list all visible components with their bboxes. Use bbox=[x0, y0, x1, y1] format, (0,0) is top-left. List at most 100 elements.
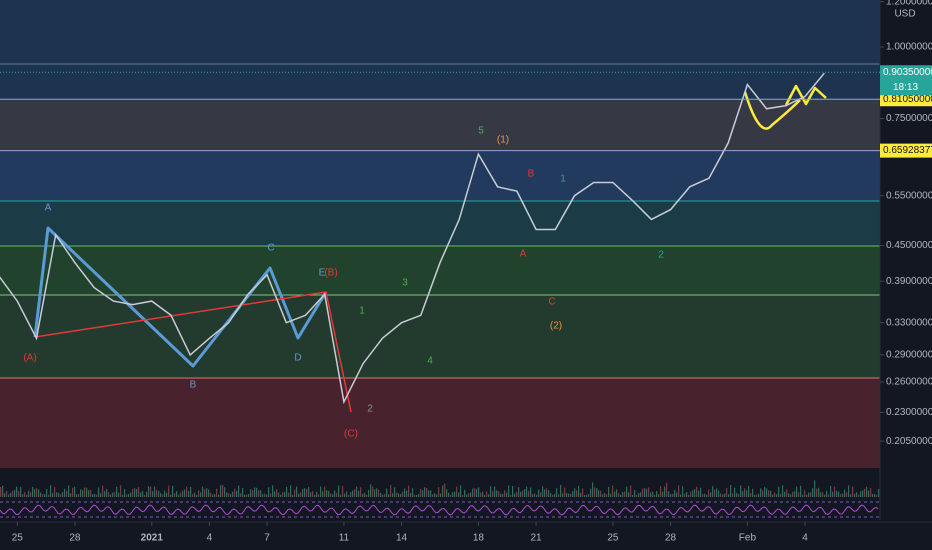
volume-bar bbox=[204, 489, 206, 497]
wave-label: C bbox=[267, 243, 274, 254]
volume-bar bbox=[830, 485, 832, 497]
volume-bar bbox=[0, 487, 2, 497]
volume-bar bbox=[656, 491, 658, 497]
volume-bar bbox=[320, 486, 322, 497]
volume-bar bbox=[324, 486, 326, 497]
volume-bar bbox=[576, 490, 578, 497]
volume-bar bbox=[774, 492, 776, 497]
volume-bar bbox=[94, 493, 96, 497]
volume-bar bbox=[242, 487, 244, 497]
volume-bar bbox=[610, 493, 612, 497]
volume-bar bbox=[746, 490, 748, 497]
volume-bar bbox=[754, 494, 756, 497]
volume-bar bbox=[534, 493, 536, 497]
volume-bar bbox=[802, 494, 804, 497]
volume-bar bbox=[480, 492, 482, 497]
volume-bar bbox=[796, 486, 798, 497]
volume-bar bbox=[240, 493, 242, 497]
volume-bar bbox=[336, 492, 338, 497]
volume-bar bbox=[48, 494, 50, 497]
volume-bar bbox=[792, 491, 794, 497]
volume-bar bbox=[248, 494, 250, 497]
volume-bar bbox=[764, 487, 766, 497]
volume-bar bbox=[812, 488, 814, 497]
volume-bar bbox=[188, 491, 190, 497]
volume-bar bbox=[174, 493, 176, 497]
volume-bar bbox=[804, 490, 806, 497]
volume-bar bbox=[428, 490, 430, 497]
volume-bar bbox=[310, 492, 312, 497]
volume-bar bbox=[30, 492, 32, 497]
volume-bar bbox=[36, 488, 38, 497]
volume-bar bbox=[362, 494, 364, 497]
volume-bar bbox=[306, 488, 308, 497]
volume-bar bbox=[692, 490, 694, 497]
volume-bar bbox=[588, 493, 590, 497]
x-tick-label: 28 bbox=[69, 533, 81, 544]
volume-bar bbox=[738, 493, 740, 497]
volume-bar bbox=[540, 492, 542, 497]
volume-bar bbox=[394, 487, 396, 497]
volume-bar bbox=[720, 493, 722, 497]
volume-bar bbox=[8, 494, 10, 497]
volume-bar bbox=[314, 494, 316, 497]
volume-bar bbox=[604, 492, 606, 497]
volume-bar bbox=[70, 493, 72, 497]
volume-bar bbox=[552, 494, 554, 497]
volume-bar bbox=[660, 486, 662, 497]
volume-bar bbox=[508, 485, 510, 497]
volume-bar bbox=[798, 492, 800, 497]
volume-bar bbox=[416, 494, 418, 497]
volume-bar bbox=[340, 494, 342, 497]
volume-bar bbox=[718, 490, 720, 497]
volume-bar bbox=[166, 492, 168, 497]
volume-bar bbox=[228, 493, 230, 497]
volume-bar bbox=[260, 490, 262, 497]
volume-bar bbox=[550, 493, 552, 497]
volume-bar bbox=[624, 491, 626, 497]
volume-bar bbox=[704, 493, 706, 497]
volume-bar bbox=[828, 494, 830, 497]
volume-bar bbox=[116, 486, 118, 497]
wave-label: (A) bbox=[23, 353, 36, 364]
volume-bar bbox=[726, 488, 728, 497]
volume-bar bbox=[328, 491, 330, 497]
volume-bar bbox=[298, 493, 300, 497]
volume-bar bbox=[452, 492, 454, 497]
volume-bar bbox=[684, 493, 686, 497]
level-tag bbox=[880, 92, 932, 107]
volume-bar bbox=[466, 494, 468, 497]
wave-label: C bbox=[548, 297, 555, 308]
volume-bar bbox=[832, 491, 834, 497]
volume-bar bbox=[698, 490, 700, 497]
volume-bar bbox=[190, 487, 192, 497]
volume-bar bbox=[820, 492, 822, 497]
volume-bar bbox=[616, 489, 618, 497]
volume-bar bbox=[840, 494, 842, 497]
volume-bar bbox=[262, 494, 264, 497]
volume-bar bbox=[318, 494, 320, 497]
volume-bar bbox=[274, 491, 276, 497]
x-tick-label: 28 bbox=[665, 533, 677, 544]
volume-bar bbox=[60, 494, 62, 497]
last-price-label: 0.90350000 bbox=[883, 67, 932, 78]
volume-bar bbox=[246, 494, 248, 497]
wave-label: D bbox=[294, 353, 301, 364]
volume-bar bbox=[92, 494, 94, 497]
volume-bar bbox=[2, 485, 4, 497]
volume-bar bbox=[640, 492, 642, 497]
volume-bar bbox=[212, 494, 214, 497]
volume-bar bbox=[876, 494, 878, 497]
volume-bar bbox=[290, 485, 292, 497]
volume-bar bbox=[458, 492, 460, 497]
volume-bar bbox=[686, 491, 688, 497]
volume-bar bbox=[104, 491, 106, 497]
volume-bar bbox=[374, 489, 376, 497]
volume-bar bbox=[424, 487, 426, 497]
volume-bar bbox=[868, 490, 870, 497]
volume-bar bbox=[636, 494, 638, 497]
volume-bar bbox=[654, 494, 656, 497]
volume-bar bbox=[38, 489, 40, 497]
